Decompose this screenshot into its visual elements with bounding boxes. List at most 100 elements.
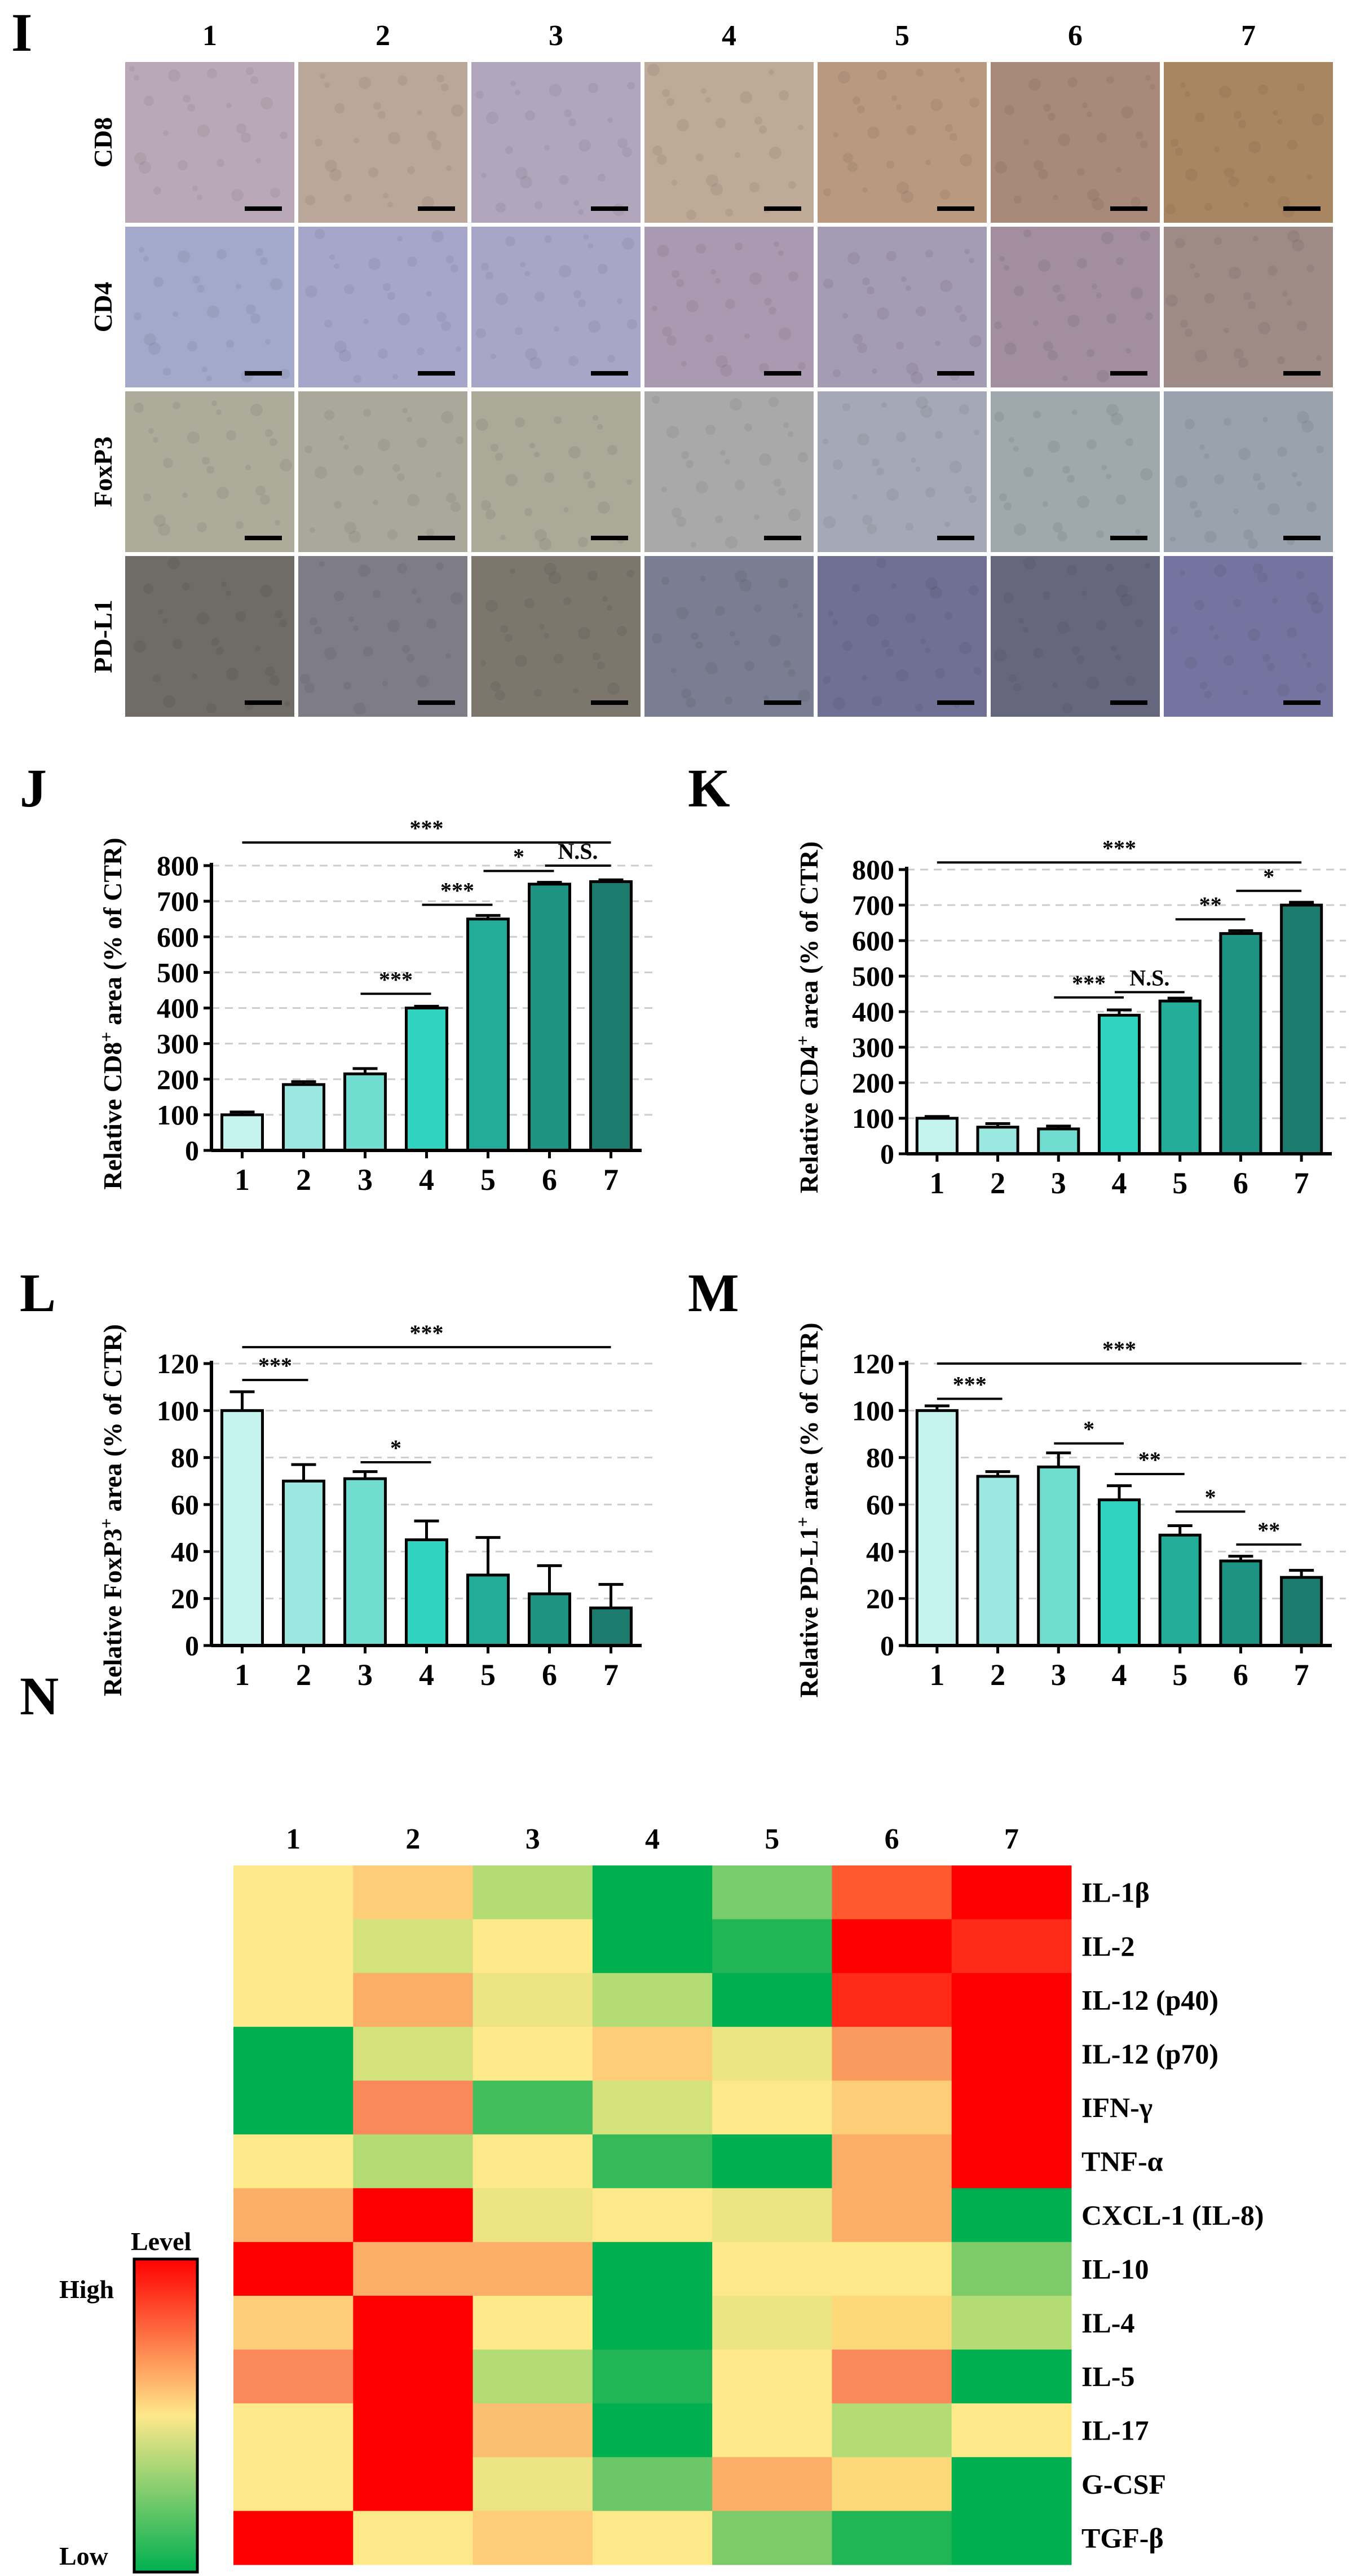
panel-i-row-labels: CD8 CD4 FoxP3 PD-L1 bbox=[89, 117, 117, 673]
tile-texture-dot bbox=[1224, 167, 1234, 178]
tile-texture-dot bbox=[1301, 653, 1307, 659]
heatmap-row-label: TNF-α bbox=[1081, 2146, 1163, 2177]
tile-texture-dot bbox=[1248, 141, 1261, 153]
tile-texture-dot bbox=[1170, 627, 1178, 634]
heatmap-cell bbox=[473, 2080, 593, 2135]
tile-texture-dot bbox=[1316, 355, 1322, 361]
panel-letter: M bbox=[688, 1263, 739, 1323]
tile-texture-dot bbox=[1268, 266, 1278, 276]
heatmap-cell bbox=[353, 1973, 474, 2027]
tile-texture-dot bbox=[310, 527, 315, 533]
tile-texture-dot bbox=[1238, 120, 1246, 128]
chart-j-cd8: J 1 2 3 4 5 6 7 0 100 200 300 400 500 600 700 800 Relativ… bbox=[20, 758, 656, 1197]
tile-texture-dot bbox=[778, 578, 788, 588]
tile-texture-dot bbox=[481, 173, 487, 178]
tile-texture-dot bbox=[446, 493, 456, 503]
micrograph-tile bbox=[471, 227, 641, 387]
tile-texture-dot bbox=[491, 354, 496, 359]
tile-texture-dot bbox=[173, 639, 183, 649]
tile-texture-dot bbox=[725, 459, 730, 465]
tile-texture-dot bbox=[1004, 593, 1014, 603]
heatmap-column-label: 1 bbox=[286, 1823, 301, 1855]
tile-texture-dot bbox=[416, 598, 422, 603]
tile-texture-dot bbox=[666, 426, 679, 438]
tile-texture-dot bbox=[617, 298, 622, 304]
tile-texture-dot bbox=[1204, 203, 1212, 211]
tile-texture-dot bbox=[397, 563, 407, 574]
tile-texture-dot bbox=[163, 695, 175, 708]
tile-texture-dot bbox=[622, 147, 632, 157]
tile-texture-dot bbox=[1229, 177, 1239, 187]
heatmap-cell bbox=[712, 2027, 832, 2081]
y-tick-label: 40 bbox=[866, 1536, 894, 1567]
heatmap-cell bbox=[233, 2349, 354, 2404]
tile-texture-dot bbox=[578, 299, 586, 307]
heatmap-cell bbox=[712, 2242, 832, 2296]
tile-texture-dot bbox=[763, 695, 769, 701]
tile-texture-dot bbox=[1077, 496, 1089, 508]
x-tick-label: 6 bbox=[1233, 1658, 1248, 1692]
tile-texture-dot bbox=[915, 704, 923, 712]
tile-texture-dot bbox=[481, 263, 489, 271]
tile-texture-dot bbox=[1067, 315, 1080, 327]
tile-texture-dot bbox=[876, 467, 884, 475]
tile-texture-dot bbox=[617, 138, 628, 148]
tile-texture-dot bbox=[535, 292, 545, 302]
significance-label: * bbox=[1205, 1485, 1216, 1510]
micrograph-tile bbox=[471, 556, 641, 717]
y-tick-label: 80 bbox=[171, 1442, 199, 1474]
tile-texture-dot bbox=[270, 278, 282, 290]
tile-texture-dot bbox=[1248, 301, 1256, 309]
tile-texture-dot bbox=[705, 97, 711, 103]
significance-label: ** bbox=[1138, 1447, 1161, 1472]
tile-texture-dot bbox=[520, 262, 526, 267]
tile-texture-dot bbox=[182, 583, 190, 590]
micrograph-tile bbox=[818, 62, 987, 223]
y-axis-label: Relative PD-L1+ area (% of CTR) bbox=[792, 1322, 823, 1697]
tile-texture-dot bbox=[1171, 139, 1178, 147]
tile-texture-dot bbox=[153, 437, 158, 443]
tile-texture-dot bbox=[378, 439, 390, 451]
tile-texture-dot bbox=[1233, 599, 1241, 607]
tile-texture-dot bbox=[579, 139, 591, 152]
tile-texture-dot bbox=[129, 66, 135, 72]
tile-texture-dot bbox=[280, 459, 292, 471]
y-tick-label: 300 bbox=[157, 1028, 199, 1060]
tile-texture-dot bbox=[779, 90, 789, 100]
tile-texture-dot bbox=[139, 247, 144, 253]
tile-texture-dot bbox=[1067, 77, 1078, 87]
tile-texture-dot bbox=[324, 82, 330, 88]
tile-texture-dot bbox=[1306, 592, 1319, 605]
bar bbox=[528, 1592, 571, 1647]
tile-texture-dot bbox=[877, 307, 889, 320]
tile-texture-dot bbox=[1014, 523, 1026, 536]
tile-texture-dot bbox=[602, 596, 608, 602]
tile-texture-dot bbox=[1277, 447, 1287, 457]
tile-texture-dot bbox=[422, 196, 434, 209]
tile-texture-dot bbox=[378, 349, 388, 359]
tile-texture-dot bbox=[182, 492, 188, 498]
tile-texture-dot bbox=[168, 69, 180, 82]
tile-texture-dot bbox=[676, 279, 684, 287]
micrograph-tile bbox=[644, 62, 814, 223]
tile-texture-dot bbox=[255, 646, 260, 651]
tile-texture-dot bbox=[236, 284, 241, 289]
y-axis-label-rest: area (% of CTR) bbox=[794, 841, 823, 1035]
tile-texture-dot bbox=[925, 577, 938, 590]
tile-texture-dot bbox=[197, 285, 205, 293]
heatmap-cell bbox=[353, 2027, 474, 2081]
tile-texture-dot bbox=[451, 592, 463, 605]
tile-texture-dot bbox=[1116, 495, 1126, 505]
bar bbox=[466, 918, 510, 1152]
tile-texture-dot bbox=[373, 500, 378, 505]
tile-texture-dot bbox=[144, 333, 156, 346]
tile-texture-dot bbox=[153, 674, 161, 682]
tile-texture-dot bbox=[720, 364, 732, 377]
tile-texture-dot bbox=[505, 146, 513, 154]
x-tick-label: 3 bbox=[357, 1163, 373, 1197]
tile-texture-dot bbox=[265, 339, 271, 345]
y-axis-label-main: Relative CD4 bbox=[794, 1046, 823, 1193]
tile-texture-dot bbox=[1185, 419, 1195, 429]
heatmap-cell bbox=[592, 2349, 713, 2404]
